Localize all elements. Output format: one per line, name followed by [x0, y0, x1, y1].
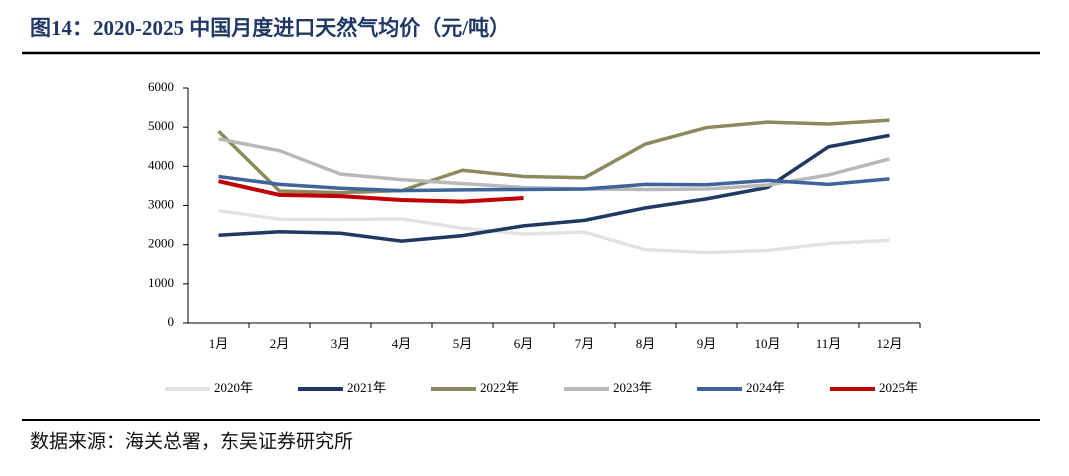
y-tick-label: 1000 — [148, 275, 174, 290]
y-tick-label: 6000 — [148, 79, 174, 94]
series-line — [217, 118, 890, 195]
x-tick-label: 4月 — [392, 336, 412, 351]
y-tick-label: 5000 — [148, 118, 174, 133]
source-text: 数据来源：海关总署，东吴证券研究所 — [30, 430, 353, 452]
x-tick-label: 9月 — [697, 336, 717, 351]
x-tick-label: 8月 — [636, 336, 656, 351]
legend-label: 2022年 — [480, 380, 519, 395]
legend-label: 2023年 — [613, 380, 652, 395]
y-tick-label: 0 — [168, 314, 175, 329]
x-tick-label: 3月 — [331, 336, 351, 351]
legend-label: 2024年 — [746, 380, 785, 395]
chart-title: 图14：2020-2025 中国月度进口天然气均价（元/吨） — [30, 16, 510, 40]
x-tick-label: 12月 — [876, 336, 902, 351]
x-tick-label: 10月 — [754, 336, 780, 351]
x-tick-label: 7月 — [575, 336, 595, 351]
x-tick-label: 5月 — [453, 336, 473, 351]
legend-label: 2020年 — [214, 380, 253, 395]
x-tick-label: 11月 — [816, 336, 842, 351]
series-line — [218, 179, 524, 204]
series-line — [218, 174, 890, 193]
x-tick-label: 2月 — [270, 336, 290, 351]
y-tick-label: 2000 — [148, 236, 174, 251]
y-tick-label: 4000 — [148, 157, 174, 172]
series-line — [218, 208, 890, 255]
legend-label: 2025年 — [879, 380, 918, 395]
x-tick-label: 1月 — [209, 336, 229, 351]
y-tick-label: 3000 — [148, 196, 174, 211]
legend-label: 2021年 — [347, 380, 386, 395]
x-tick-label: 6月 — [514, 336, 534, 351]
